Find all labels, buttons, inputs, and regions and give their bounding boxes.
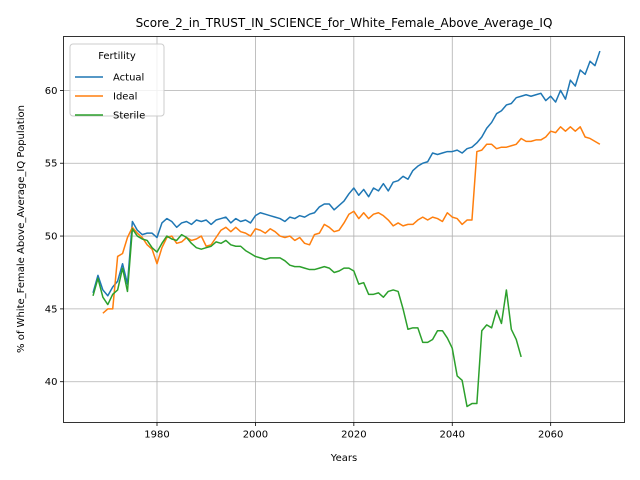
y-tick-label: 40 <box>45 377 58 388</box>
y-tick-label: 45 <box>45 304 58 315</box>
x-tick-label: 2040 <box>440 430 465 441</box>
series-layer <box>92 50 601 408</box>
plot-frame <box>63 36 625 423</box>
y-tick-label: 50 <box>45 232 58 243</box>
x-tick-label: 1980 <box>144 430 169 441</box>
x-axis-label: Years <box>330 453 357 464</box>
legend-title: Fertility <box>98 51 136 62</box>
axis-ticks: 1980 2000 2020 2040 2060 40 45 50 55 60 <box>45 86 564 441</box>
x-tick-label: 2060 <box>538 430 563 441</box>
legend-label-ideal: Ideal <box>113 92 137 103</box>
x-tick-label: 2020 <box>341 430 366 441</box>
series-line-sterile <box>92 228 522 408</box>
legend-box <box>69 43 165 117</box>
chart-title: Score_2_in_TRUST_IN_SCIENCE_for_White_Fe… <box>136 16 553 30</box>
legend: Fertility Actual Ideal Sterile <box>69 43 165 122</box>
y-axis-label: % of White_Female Above_Average_IQ Popul… <box>16 105 27 353</box>
series-line-ideal <box>102 126 601 314</box>
legend-label-actual: Actual <box>113 73 144 84</box>
legend-label-sterile: Sterile <box>113 111 145 122</box>
y-tick-label: 60 <box>45 86 58 97</box>
y-tick-label: 55 <box>45 159 58 170</box>
series-line-actual <box>92 50 601 297</box>
x-tick-label: 2000 <box>243 430 268 441</box>
